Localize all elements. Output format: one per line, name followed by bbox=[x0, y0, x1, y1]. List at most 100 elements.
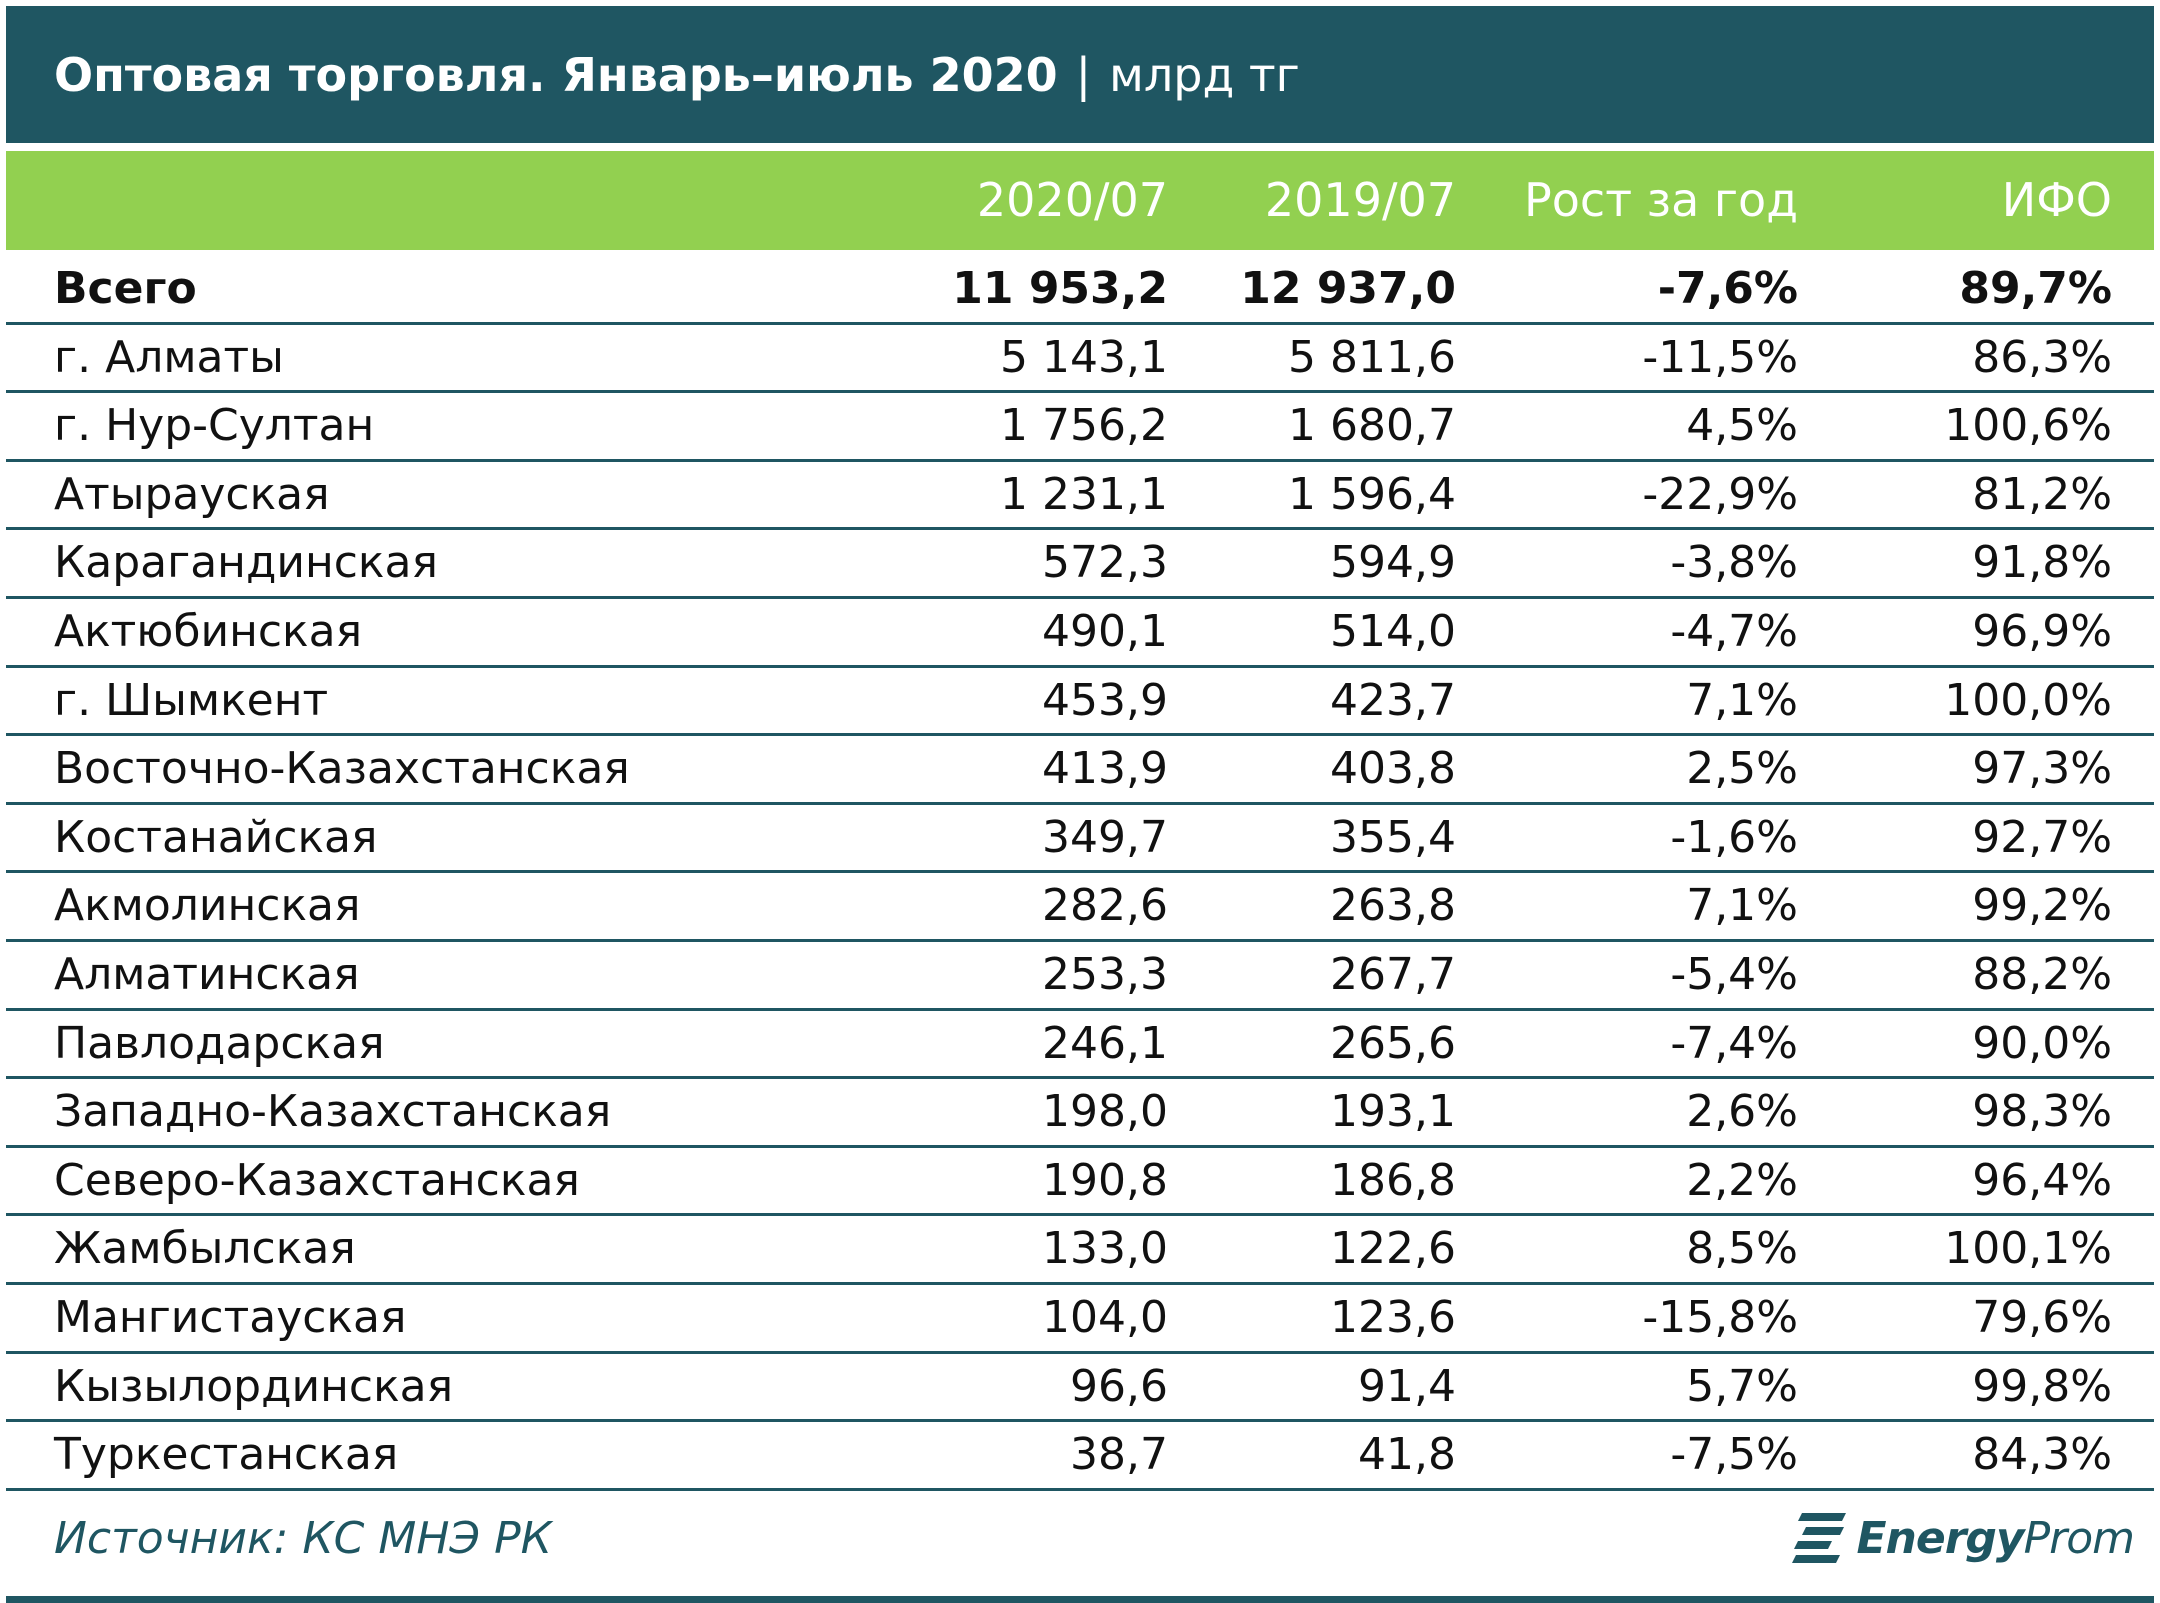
cell-2020: 1 756,2 bbox=[1000, 400, 1168, 452]
table-row: Акмолинская 282,6 263,8 7,1% 99,2% bbox=[6, 873, 2154, 942]
logo-text: EnergyProm bbox=[1856, 1513, 2135, 1564]
row-region-name: Алматинская bbox=[54, 948, 360, 1000]
table-row: Павлодарская 246,1 265,6 -7,4% 90,0% bbox=[6, 1011, 2154, 1080]
cell-ifo: 91,8% bbox=[1972, 537, 2112, 589]
cell-2019: 1 596,4 bbox=[1288, 468, 1456, 520]
table-row: Западно-Казахстанская 198,0 193,1 2,6% 98,3% bbox=[6, 1079, 2154, 1148]
cell-2020: 572,3 bbox=[1042, 537, 1168, 589]
cell-ifo: 97,3% bbox=[1972, 743, 2112, 795]
cell-growth: -11,5% bbox=[1642, 331, 1798, 383]
header-ifo: ИФО bbox=[2001, 173, 2112, 227]
cell-2020: 38,7 bbox=[1070, 1429, 1168, 1481]
cell-2020: 190,8 bbox=[1042, 1154, 1168, 1206]
cell-growth: 4,5% bbox=[1686, 400, 1798, 452]
cell-growth: -22,9% bbox=[1642, 468, 1798, 520]
cell-ifo: 99,8% bbox=[1972, 1360, 2112, 1412]
table-row: г. Алматы 5 143,1 5 811,6 -11,5% 86,3% bbox=[6, 325, 2154, 394]
cell-ifo: 100,6% bbox=[1944, 400, 2112, 452]
row-region-name: г. Шымкент bbox=[54, 674, 329, 726]
table-title: Оптовая торговля. Январь–июль 2020 bbox=[54, 47, 1058, 102]
cell-growth: -7,4% bbox=[1670, 1017, 1798, 1069]
cell-2020: 246,1 bbox=[1042, 1017, 1168, 1069]
table-row: Туркестанская 38,7 41,8 -7,5% 84,3% bbox=[6, 1422, 2154, 1491]
cell-2020: 1 231,1 bbox=[1000, 468, 1168, 520]
cell-2019: 263,8 bbox=[1330, 880, 1456, 932]
row-region-name: Всего bbox=[54, 263, 197, 314]
cell-2019: 403,8 bbox=[1330, 743, 1456, 795]
cell-growth: -3,8% bbox=[1670, 537, 1798, 589]
title-separator: | bbox=[1075, 47, 1092, 102]
cell-growth: 5,7% bbox=[1686, 1360, 1798, 1412]
cell-ifo: 89,7% bbox=[1959, 263, 2112, 314]
row-region-name: Восточно-Казахстанская bbox=[54, 743, 630, 795]
cell-2019: 423,7 bbox=[1330, 674, 1456, 726]
table-row: Восточно-Казахстанская 413,9 403,8 2,5% 97,3… bbox=[6, 736, 2154, 805]
cell-2020: 11 953,2 bbox=[952, 263, 1168, 314]
table-row: г. Шымкент 453,9 423,7 7,1% 100,0% bbox=[6, 668, 2154, 737]
table-row: Мангистауская 104,0 123,6 -15,8% 79,6% bbox=[6, 1285, 2154, 1354]
row-region-name: Жамбылская bbox=[54, 1223, 356, 1275]
cell-2020: 198,0 bbox=[1042, 1086, 1168, 1138]
cell-growth: -1,6% bbox=[1670, 811, 1798, 863]
table-row: Карагандинская 572,3 594,9 -3,8% 91,8% bbox=[6, 530, 2154, 599]
row-region-name: Карагандинская bbox=[54, 537, 438, 589]
table-row: Костанайская 349,7 355,4 -1,6% 92,7% bbox=[6, 805, 2154, 874]
cell-2019: 91,4 bbox=[1358, 1360, 1456, 1412]
cell-ifo: 86,3% bbox=[1972, 331, 2112, 383]
cell-ifo: 90,0% bbox=[1972, 1017, 2112, 1069]
row-region-name: Кызылординская bbox=[54, 1360, 454, 1412]
cell-ifo: 81,2% bbox=[1972, 468, 2112, 520]
cell-2019: 265,6 bbox=[1330, 1017, 1456, 1069]
header-2020: 2020/07 bbox=[976, 173, 1168, 227]
table-row-total: Всего 11 953,2 12 937,0 -7,6% 89,7% bbox=[6, 256, 2154, 325]
cell-2019: 267,7 bbox=[1330, 948, 1456, 1000]
cell-growth: 7,1% bbox=[1686, 674, 1798, 726]
row-region-name: Акмолинская bbox=[54, 880, 361, 932]
header-growth: Рост за год bbox=[1524, 173, 1798, 227]
table-row: г. Нур-Султан 1 756,2 1 680,7 4,5% 100,6% bbox=[6, 393, 2154, 462]
table-row: Северо-Казахстанская 190,8 186,8 2,2% 96,4% bbox=[6, 1148, 2154, 1217]
cell-growth: 2,5% bbox=[1686, 743, 1798, 795]
cell-2020: 133,0 bbox=[1042, 1223, 1168, 1275]
cell-2019: 1 680,7 bbox=[1288, 400, 1456, 452]
cell-growth: -4,7% bbox=[1670, 605, 1798, 657]
cell-2019: 5 811,6 bbox=[1288, 331, 1456, 383]
table-body: Всего 11 953,2 12 937,0 -7,6% 89,7% г. Алматы… bbox=[6, 256, 2154, 1491]
footer: Источник: КС МНЭ РК EnergyProm bbox=[6, 1495, 2154, 1595]
cell-2020: 5 143,1 bbox=[1000, 331, 1168, 383]
cell-2019: 193,1 bbox=[1330, 1086, 1456, 1138]
cell-ifo: 88,2% bbox=[1972, 948, 2112, 1000]
energyprom-logo-icon bbox=[1792, 1513, 1847, 1563]
cell-2020: 96,6 bbox=[1070, 1360, 1168, 1412]
cell-ifo: 98,3% bbox=[1972, 1086, 2112, 1138]
source-note: Источник: КС МНЭ РК bbox=[54, 1513, 552, 1564]
cell-growth: -15,8% bbox=[1642, 1291, 1798, 1343]
cell-2019: 594,9 bbox=[1330, 537, 1456, 589]
row-region-name: Павлодарская bbox=[54, 1017, 385, 1069]
cell-2019: 122,6 bbox=[1330, 1223, 1456, 1275]
cell-2020: 282,6 bbox=[1042, 880, 1168, 932]
row-region-name: Западно-Казахстанская bbox=[54, 1086, 612, 1138]
cell-2020: 104,0 bbox=[1042, 1291, 1168, 1343]
row-region-name: Северо-Казахстанская bbox=[54, 1154, 580, 1206]
title-unit: млрд тг bbox=[1109, 47, 1300, 102]
cell-ifo: 96,9% bbox=[1972, 605, 2112, 657]
cell-ifo: 100,0% bbox=[1944, 674, 2112, 726]
cell-ifo: 92,7% bbox=[1972, 811, 2112, 863]
cell-2019: 514,0 bbox=[1330, 605, 1456, 657]
title-bar: Оптовая торговля. Январь–июль 2020 | млр… bbox=[6, 6, 2154, 143]
cell-ifo: 100,1% bbox=[1944, 1223, 2112, 1275]
row-region-name: Костанайская bbox=[54, 811, 378, 863]
cell-growth: -5,4% bbox=[1670, 948, 1798, 1000]
cell-2019: 41,8 bbox=[1358, 1429, 1456, 1481]
cell-2019: 355,4 bbox=[1330, 811, 1456, 863]
table-row: Кызылординская 96,6 91,4 5,7% 99,8% bbox=[6, 1354, 2154, 1423]
row-region-name: Туркестанская bbox=[54, 1429, 399, 1481]
cell-ifo: 96,4% bbox=[1972, 1154, 2112, 1206]
cell-ifo: 84,3% bbox=[1972, 1429, 2112, 1481]
cell-2020: 349,7 bbox=[1042, 811, 1168, 863]
cell-2019: 12 937,0 bbox=[1240, 263, 1456, 314]
cell-2020: 413,9 bbox=[1042, 743, 1168, 795]
cell-2020: 490,1 bbox=[1042, 605, 1168, 657]
table-row: Атырауская 1 231,1 1 596,4 -22,9% 81,2% bbox=[6, 462, 2154, 531]
